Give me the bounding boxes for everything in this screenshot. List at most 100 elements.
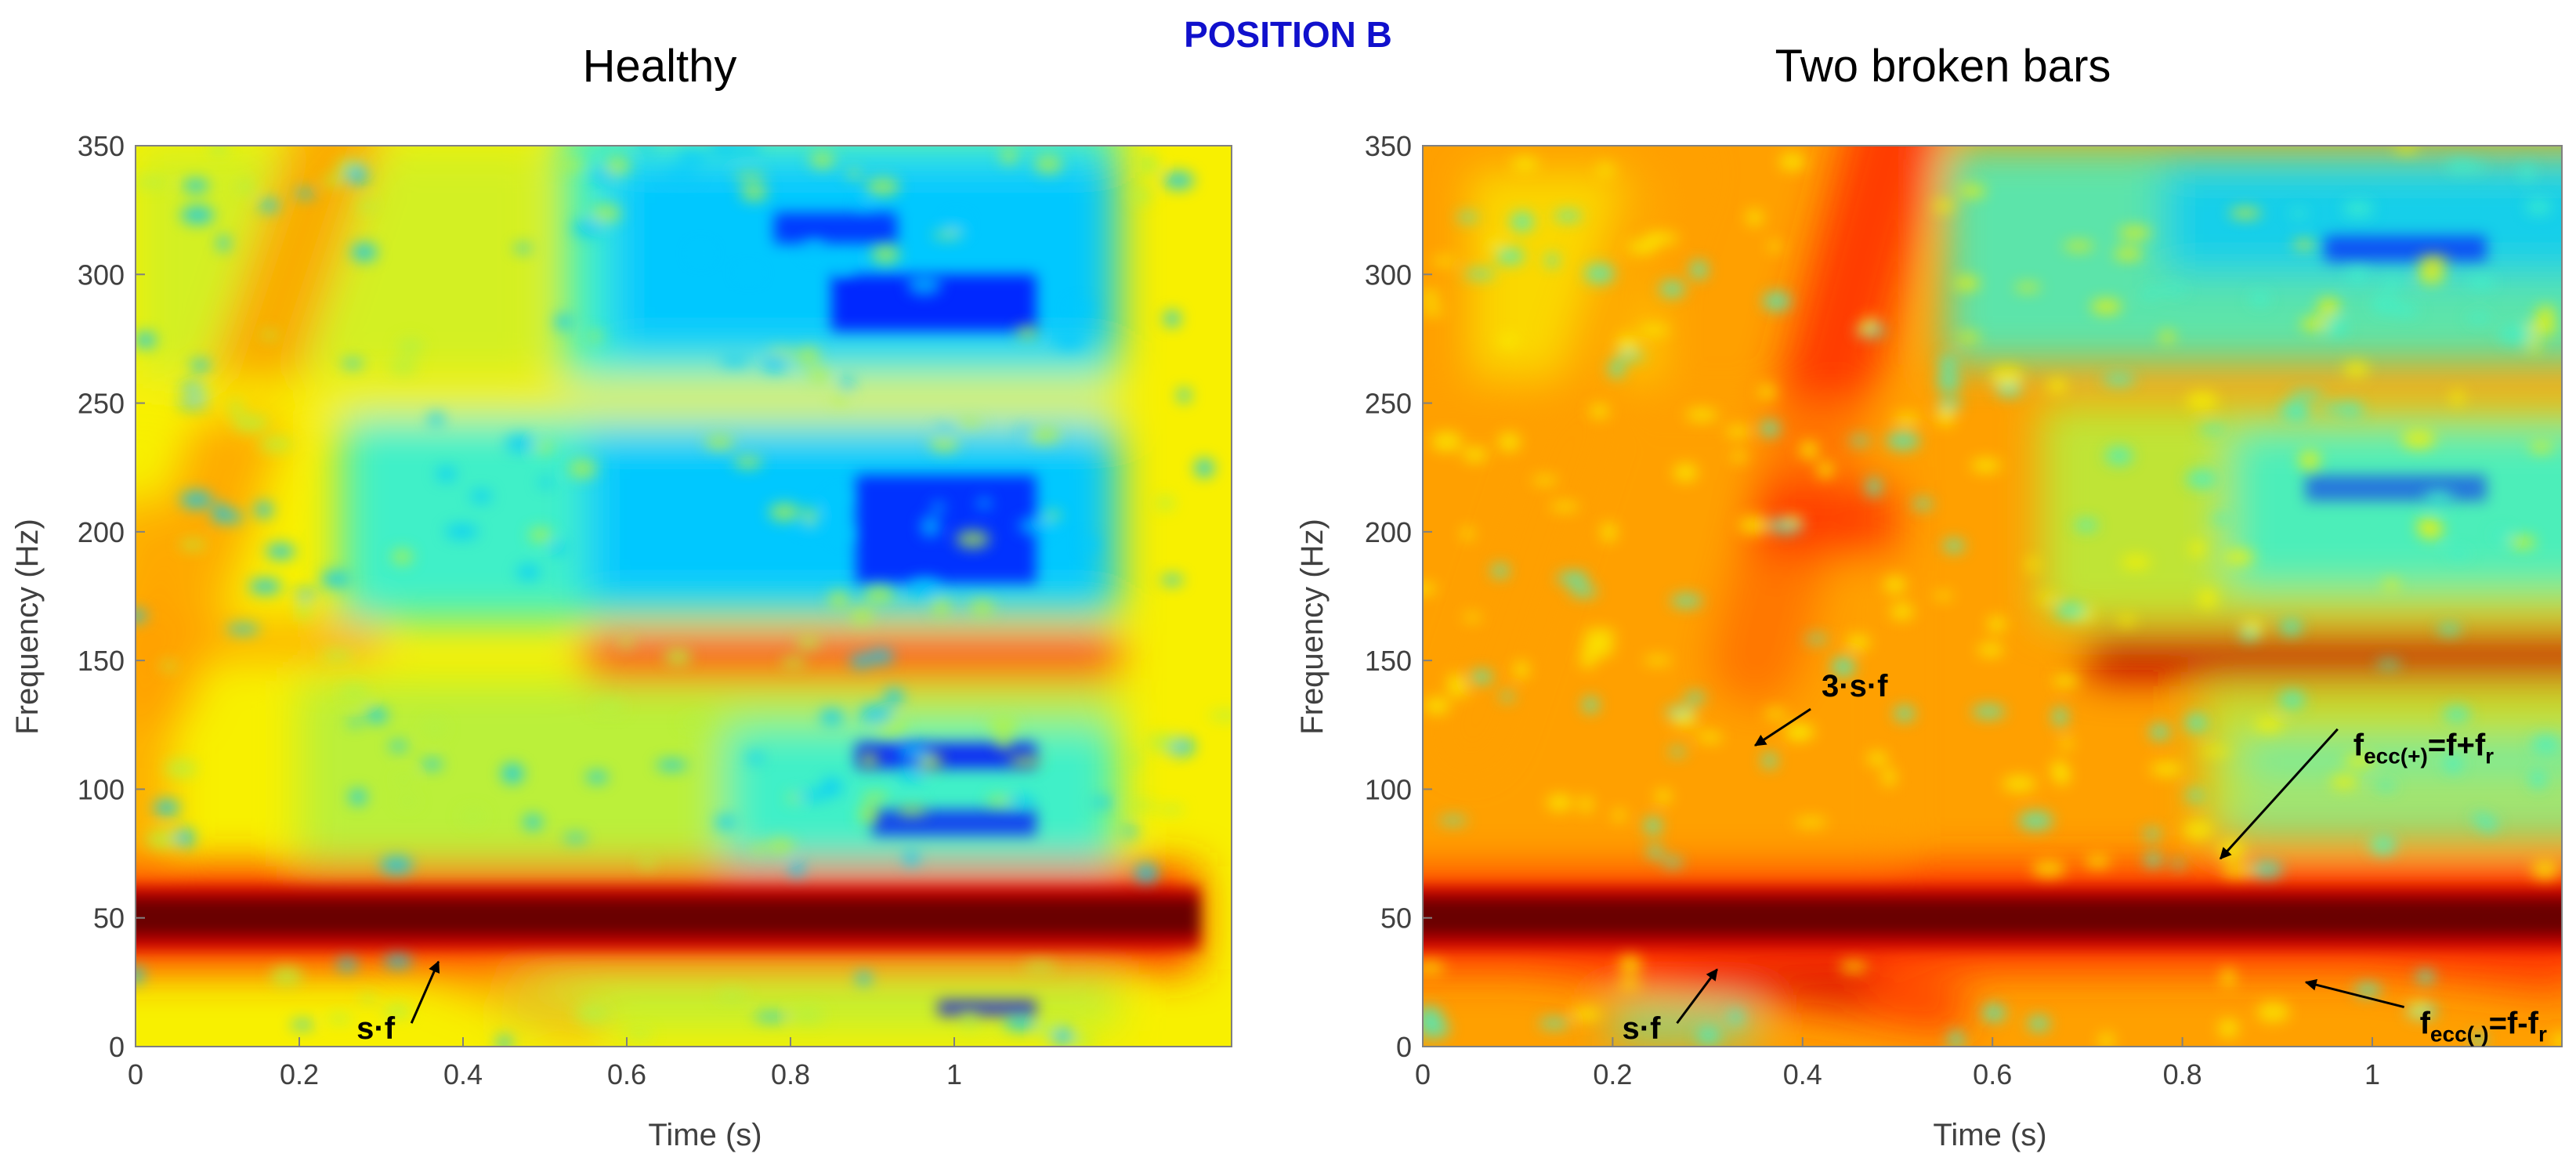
healthy-annotations: s·f [356,960,440,1046]
texture-blotch [1618,955,1642,975]
texture-blotch [295,189,316,198]
texture-blotch [592,700,626,714]
texture-blotch [470,490,492,503]
texture-blotch [1583,628,1617,642]
texture-blotch [590,204,621,223]
texture-blotch [908,577,942,597]
broken-bars-chart-title: Two broken bars [1775,41,2111,92]
texture-blotch [2394,146,2419,153]
texture-blotch [1738,515,1769,535]
texture-blotch [2028,1015,2050,1032]
texture-blotch [934,425,957,435]
texture-blotch [2447,549,2471,559]
healthy-y-tick-label: 250 [78,388,125,420]
texture-blotch [321,650,353,661]
texture-blotch [291,1020,314,1029]
texture-blotch [1831,656,1855,677]
texture-blotch [421,759,443,770]
cool-region [2230,429,2562,589]
texture-blotch [2480,816,2498,832]
broken-bars-y-tick-label: 100 [1365,773,1412,805]
texture-blotch [1557,572,1588,584]
texture-blotch [2229,208,2262,219]
texture-blotch [1684,408,1718,421]
texture-blotch [2211,515,2232,523]
texture-blotch [237,179,255,194]
texture-blotch [2466,275,2497,290]
texture-blotch [136,967,144,984]
texture-blotch [436,466,457,482]
texture-blotch [1539,1018,1570,1029]
texture-blotch [1617,334,1637,352]
texture-blotch [1584,263,1615,284]
texture-blotch [1008,755,1043,767]
texture-blotch [1462,447,1488,462]
texture-blotch [365,707,389,723]
texture-blotch [1447,673,1466,693]
texture-blotch [1596,163,1615,176]
texture-blotch [327,1014,352,1024]
texture-blotch [1208,710,1232,721]
broken-bars-annotation-arrow [1676,968,1718,1025]
texture-blotch [830,259,856,277]
texture-blotch [2035,594,2060,602]
texture-blotch [1725,425,1750,438]
texture-blotch [210,146,228,156]
texture-blotch [1092,797,1113,808]
texture-blotch [360,994,377,1004]
texture-blotch [1499,334,1518,348]
texture-blotch [2415,970,2436,984]
texture-blotch [2451,389,2464,407]
texture-blotch [863,585,895,604]
texture-blotch [803,239,826,257]
texture-blotch [2014,283,2042,291]
texture-blotch [295,600,312,620]
texture-blotch [2377,277,2406,289]
healthy-y-tick-label: 50 [93,902,125,935]
texture-blotch [1554,210,1583,222]
healthy-annotation-arrow [410,960,440,1024]
texture-blotch [2466,313,2491,324]
texture-blotch [809,368,829,383]
texture-blotch [1546,794,1573,812]
texture-blotch [160,661,177,671]
texture-blotch [797,790,830,801]
texture-blotch [259,199,280,212]
texture-blotch [1893,413,1921,425]
texture-blotch [1858,323,1872,334]
texture-blotch [733,172,767,180]
texture-blotch [2326,320,2349,336]
cool-region [2230,809,2562,836]
texture-blotch [1662,857,1683,867]
texture-blotch [348,718,362,726]
texture-blotch [1126,750,1140,768]
texture-blotch [1764,708,1787,719]
texture-blotch [987,715,1018,734]
broken-bars-x-tick-label: 0.8 [2163,1058,2202,1090]
texture-blotch [866,177,900,197]
texture-blotch [568,458,598,479]
texture-blotch [1511,156,1539,172]
texture-blotch [1510,212,1535,232]
texture-blotch [1431,431,1463,452]
texture-blotch [796,636,821,649]
texture-blotch [2535,306,2556,323]
texture-blotch [2437,624,2462,635]
position-label: POSITION B [1184,14,1392,55]
texture-blotch [2184,714,2208,732]
texture-blotch [2085,855,2111,868]
texture-blotch [754,1013,789,1022]
texture-blotch [1937,398,1963,410]
texture-blotch [154,799,180,816]
texture-blotch [1053,332,1086,349]
texture-blotch [1163,171,1195,190]
texture-blotch [2002,775,2037,792]
texture-blotch [136,177,168,188]
texture-blotch [2498,324,2532,344]
texture-blotch [1081,536,1099,552]
texture-blotch [603,156,631,176]
texture-blotch [1461,527,1474,541]
texture-blotch [719,356,750,367]
texture-blotch [707,146,742,157]
